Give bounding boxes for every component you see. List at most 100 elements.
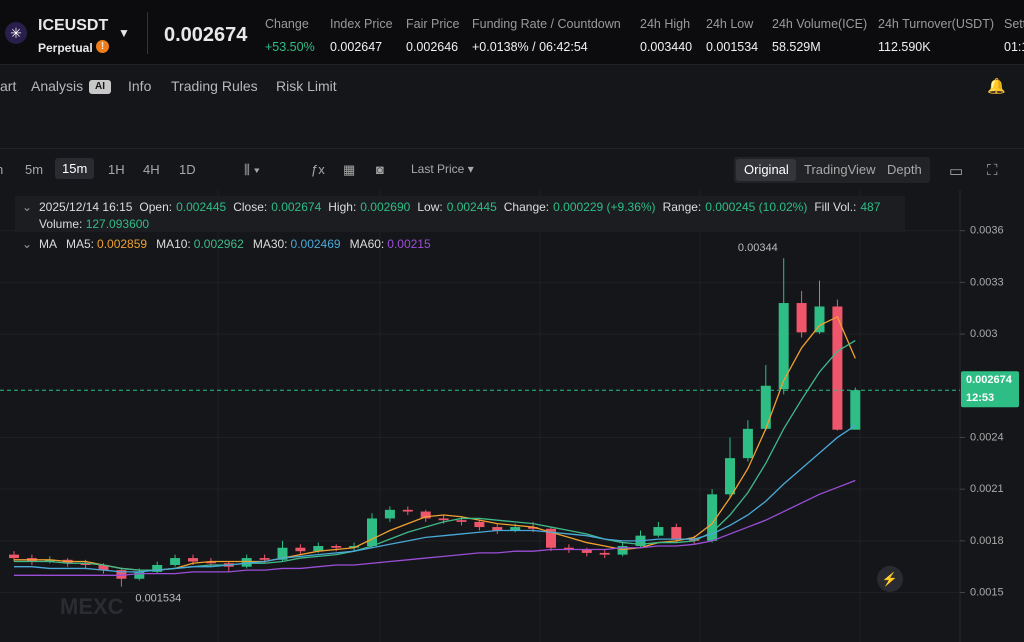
info-label: Fill Vol.: (814, 200, 857, 214)
ma-name: MA30: (252, 237, 288, 251)
candle-body (689, 539, 700, 541)
candle-body (205, 561, 216, 564)
tab[interactable]: Risk Limit (276, 78, 337, 94)
camera-icon[interactable]: ◙ (376, 162, 384, 177)
view[interactable]: TradingView (804, 162, 876, 177)
candle-body (98, 564, 109, 571)
current-price-box (961, 371, 1019, 408)
candle-body (44, 559, 55, 562)
watermark: MEXC (60, 594, 124, 619)
interval-selected[interactable]: 15m (55, 158, 95, 179)
collapse-icon[interactable]: ⌄ (22, 200, 33, 214)
ma-line (14, 479, 856, 576)
interval[interactable]: 1H (108, 162, 125, 177)
candle-body (796, 303, 807, 333)
candle-body (725, 458, 735, 495)
badge: ! (96, 40, 109, 53)
view[interactable]: Original (744, 162, 789, 177)
candle-body (170, 558, 181, 565)
ma-line (14, 425, 856, 573)
ma-label: MA (39, 237, 57, 251)
bell-icon[interactable]: 🔔 (987, 78, 1006, 95)
y-tick-label: 0.0024 (970, 431, 1004, 443)
candle-body (116, 570, 127, 579)
candle-body (295, 547, 306, 552)
quick-icon: ⚡ (882, 571, 898, 587)
candle-body (581, 549, 592, 553)
price-type-label: Last Price (411, 162, 465, 176)
candle-body (349, 546, 360, 548)
chart-type-icon[interactable]: ⫼ ▾ (244, 162, 260, 177)
divider (0, 148, 1024, 149)
fullscreen-icon[interactable]: ⛶ (987, 162, 998, 179)
info-value: 0.002445 (176, 200, 227, 214)
ma-name: MA60: (349, 237, 385, 251)
quick-button[interactable] (877, 566, 903, 592)
info-value: 0.002445 (446, 200, 497, 214)
y-tick-label: 0.0018 (970, 535, 1004, 547)
info-label: High: (328, 200, 357, 214)
window-icon[interactable]: ▭ (949, 163, 964, 180)
indicator-icon[interactable]: ƒx (311, 162, 325, 177)
stat-value: 0.002646 (406, 40, 459, 54)
tab[interactable]: art (0, 78, 17, 94)
ma-value: 0.002469 (290, 237, 341, 251)
ma-value: 0.002859 (97, 237, 148, 251)
symbol-dropdown[interactable]: ▼ (118, 26, 130, 40)
price-type[interactable]: Last Price ▾ (411, 162, 474, 176)
stat-value: 0.003440 (640, 40, 693, 54)
high-annotation: 0.00344 (738, 242, 778, 254)
info-label: Close: (233, 200, 268, 214)
tab[interactable]: Info (128, 78, 152, 94)
candle-body (456, 520, 467, 522)
stat-label: Index Price (330, 17, 393, 31)
view[interactable]: Depth (887, 162, 922, 177)
low-annotation: 0.001534 (135, 593, 181, 605)
tab[interactable]: Analysis (31, 78, 84, 94)
stat-value: +0.0138% / 06:42:54 (472, 40, 588, 54)
candle-body (546, 528, 556, 548)
candle-body (832, 306, 843, 430)
y-tick-label: 0.003 (970, 328, 998, 340)
ma-info: MA MA5: 0.002859 MA10: 0.002962 MA30: 0.002469… (39, 237, 431, 251)
candle-body (241, 558, 252, 567)
info-value: 487 (860, 200, 881, 214)
interval[interactable]: 5m (25, 162, 44, 177)
header: ✳ ICEUSDT Perpetual ! ▼ 0.002674 Change +… (0, 0, 1024, 65)
ohlc-info: 2025/12/14 16:15 Open: 0.002445 Close: 0.002… (39, 200, 880, 214)
divider (147, 12, 148, 54)
candle-body (438, 518, 449, 521)
interval[interactable]: 4H (143, 162, 160, 177)
candle-body (492, 527, 503, 531)
stat-label: Funding Rate / Countdown (472, 17, 621, 31)
candle-body (420, 511, 431, 519)
interval[interactable]: n (0, 162, 3, 177)
coin-icon: ✳ (5, 22, 27, 44)
interval[interactable]: 1D (179, 162, 196, 177)
candle-body (367, 518, 377, 547)
layout-icon[interactable]: ▦ (343, 162, 356, 177)
candle-body (617, 546, 628, 555)
stat-value: 01:1 (1004, 40, 1024, 54)
last-price: 0.002674 (164, 24, 248, 46)
info-value: 0.002690 (360, 200, 411, 214)
candle-body (742, 428, 753, 459)
symbol[interactable]: ICEUSDT (38, 17, 109, 34)
candle-body (760, 385, 771, 429)
contract: Perpetual (38, 41, 93, 55)
candle-body (510, 527, 521, 531)
collapse-icon[interactable]: ⌄ (22, 237, 33, 251)
stat-value: +53.50% (265, 40, 315, 54)
candle-body (9, 554, 19, 559)
tab[interactable]: Trading Rules (171, 78, 258, 94)
candle-body (671, 527, 682, 540)
info-value: 0.000229 (+9.36%) (553, 200, 656, 214)
stat-label: 24h Volume(ICE) (772, 17, 868, 31)
ma-value: 0.002962 (193, 237, 244, 251)
current-price-label: 0.002674 (966, 374, 1013, 386)
candle-body (152, 564, 163, 572)
candle-body (474, 521, 485, 528)
ma-value: 0.00215 (387, 237, 431, 251)
